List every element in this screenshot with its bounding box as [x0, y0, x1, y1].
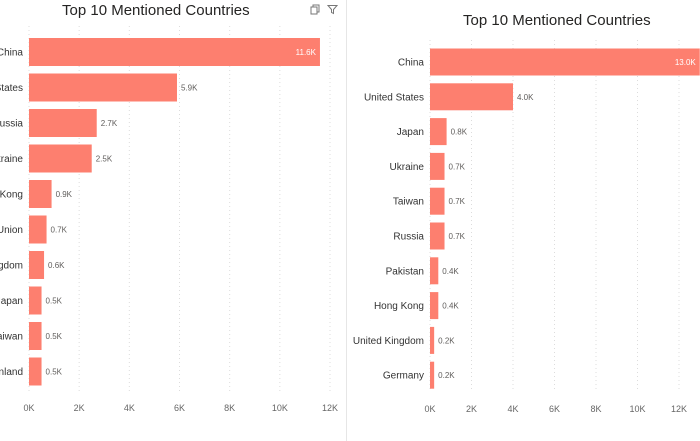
- bar[interactable]: [430, 48, 700, 76]
- bar[interactable]: [29, 251, 45, 279]
- data-label: 0.9K: [56, 190, 73, 199]
- bar[interactable]: [29, 215, 47, 244]
- bar-chart-left: 0K 2K 4K 6K 8K 10K 12K China 11.6K States 5.9K Russ…: [0, 26, 338, 413]
- bar[interactable]: [430, 361, 435, 389]
- x-tick-label: 4K: [124, 403, 135, 413]
- category-label: Germany: [383, 371, 424, 382]
- bar[interactable]: [430, 257, 439, 285]
- category-label: Japan: [397, 127, 424, 138]
- bar[interactable]: [29, 38, 320, 66]
- x-tick-label: 10K: [272, 403, 288, 413]
- bar[interactable]: [430, 83, 513, 111]
- data-label: 13.0K: [675, 58, 697, 67]
- x-tick-label: 6K: [174, 403, 185, 413]
- category-label: Russia: [393, 232, 424, 243]
- bar-chart-right: 0K 2K 4K 6K 8K 10K 12K China 13.0K United States 4…: [353, 40, 700, 414]
- category-label: Union: [0, 225, 23, 236]
- data-label: 0.7K: [449, 197, 466, 206]
- data-label: 0.5K: [46, 332, 63, 341]
- bar[interactable]: [430, 326, 435, 354]
- bar[interactable]: [29, 180, 52, 208]
- bar[interactable]: [29, 144, 92, 173]
- chart-title: Top 10 Mentioned Countries: [463, 12, 651, 29]
- category-label: Pakistan: [386, 266, 424, 277]
- data-label: 4.0K: [517, 93, 534, 102]
- data-label: 5.9K: [181, 84, 198, 93]
- x-tick-label: 2K: [466, 404, 477, 414]
- bar[interactable]: [430, 118, 447, 146]
- data-label: 0.7K: [449, 232, 466, 241]
- data-label: 0.6K: [48, 261, 65, 270]
- data-label: 0.5K: [46, 297, 63, 306]
- data-label: 0.5K: [46, 368, 63, 377]
- bar[interactable]: [29, 109, 97, 137]
- category-label: kraine: [0, 154, 23, 165]
- data-label: 2.5K: [96, 155, 113, 164]
- category-label: gdom: [0, 261, 23, 272]
- category-label: United States: [364, 92, 424, 103]
- data-label: 0.7K: [449, 162, 466, 171]
- x-tick-label: 2K: [74, 403, 85, 413]
- chart-panel-right[interactable]: Top 10 Mentioned Countries 0K 2K 4K 6K 8K 10K…: [347, 0, 700, 441]
- x-tick-label: 8K: [590, 404, 601, 414]
- data-label: 0.7K: [51, 226, 68, 235]
- data-label: 0.2K: [438, 371, 455, 380]
- category-label: United Kingdom: [353, 336, 424, 347]
- category-label: China: [0, 48, 23, 59]
- data-label: 0.4K: [442, 302, 459, 311]
- data-label: 0.2K: [438, 336, 455, 345]
- panel-divider: [346, 0, 347, 441]
- x-tick-label: 12K: [322, 403, 338, 413]
- category-label: Ukraine: [390, 162, 425, 173]
- x-tick-label: 12K: [671, 404, 687, 414]
- category-label: aiwan: [0, 332, 23, 343]
- x-tick-label: 0K: [424, 404, 435, 414]
- x-tick-label: 4K: [507, 404, 518, 414]
- category-label: Kong: [0, 190, 23, 201]
- bar[interactable]: [29, 322, 42, 350]
- category-label: nland: [0, 367, 23, 378]
- chart-panel-left[interactable]: Top 10 Mentioned Countries 0K 2K 4K 6K 8K 10K…: [0, 0, 346, 441]
- bar[interactable]: [430, 292, 439, 320]
- category-label: Hong Kong: [374, 301, 424, 312]
- bar[interactable]: [430, 187, 445, 215]
- category-label: China: [398, 58, 425, 69]
- data-label: 0.4K: [442, 267, 459, 276]
- bar[interactable]: [430, 152, 445, 180]
- category-label: Taiwan: [393, 197, 424, 208]
- x-tick-label: 8K: [224, 403, 235, 413]
- category-label: Japan: [0, 296, 23, 307]
- bar[interactable]: [29, 73, 177, 102]
- filter-icon[interactable]: [326, 2, 339, 15]
- category-label: States: [0, 83, 23, 94]
- bar[interactable]: [29, 286, 42, 315]
- category-label: Russia: [0, 119, 23, 130]
- copy-icon[interactable]: [310, 2, 321, 15]
- visual-header-icons: [310, 2, 339, 15]
- x-tick-label: 10K: [629, 404, 645, 414]
- bar[interactable]: [430, 222, 445, 250]
- data-label: 2.7K: [101, 119, 118, 128]
- x-tick-label: 0K: [23, 403, 34, 413]
- bar[interactable]: [29, 357, 42, 386]
- x-tick-label: 6K: [549, 404, 560, 414]
- data-label: 0.8K: [451, 128, 468, 137]
- chart-title: Top 10 Mentioned Countries: [62, 2, 250, 19]
- data-label: 11.6K: [296, 48, 317, 57]
